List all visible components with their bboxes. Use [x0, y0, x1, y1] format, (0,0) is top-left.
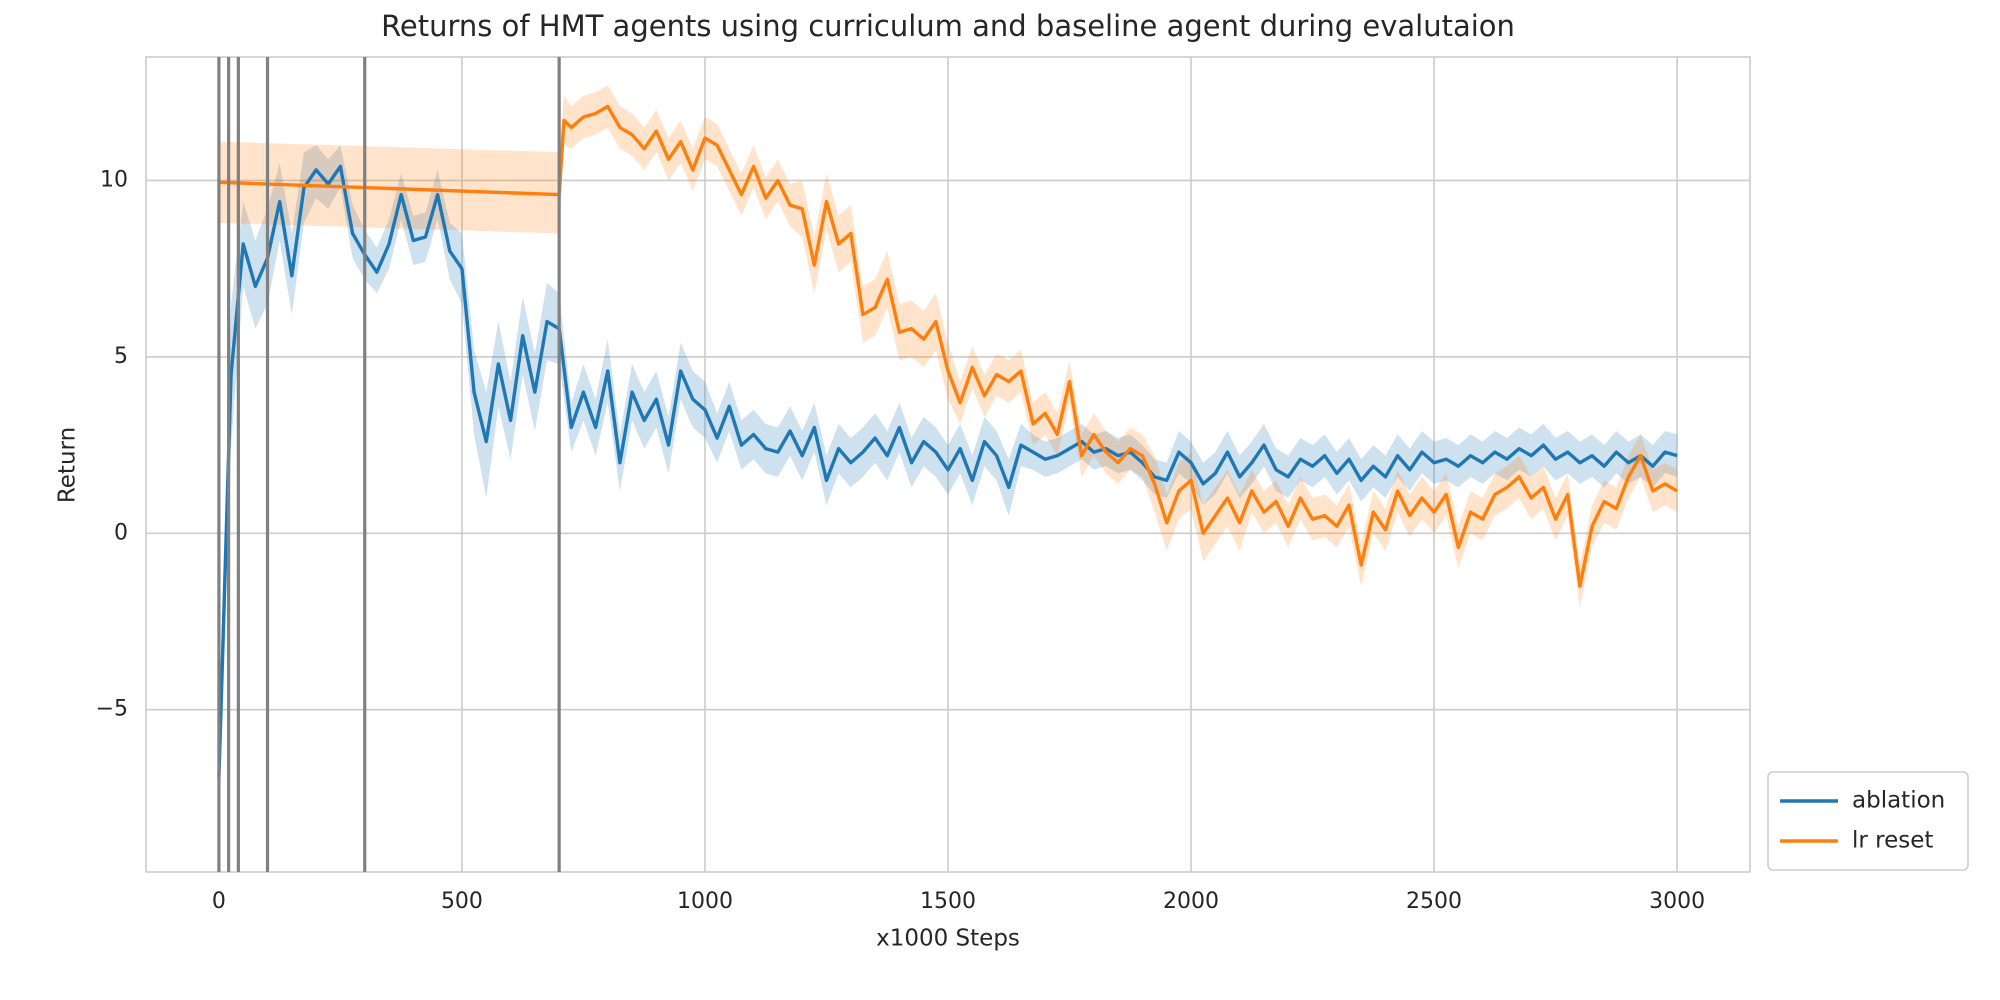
legend-frame	[1767, 771, 1969, 871]
legend: ablation lr reset	[1767, 771, 1969, 871]
x-tick-label: 3000	[1649, 889, 1705, 914]
y-axis-label: Return	[55, 427, 81, 503]
series-line	[218, 104, 1678, 588]
series-line	[217, 164, 1678, 777]
y-tick-label: 10	[100, 167, 128, 192]
y-tick-label: 5	[114, 344, 128, 369]
plot-area	[217, 57, 1678, 872]
chart-title: Returns of HMT agents using curriculum a…	[381, 9, 1515, 43]
plot-frame	[145, 56, 1751, 873]
x-tick-label: 0	[212, 889, 226, 914]
legend-label: lr reset	[1852, 828, 1933, 854]
legend-label: ablation	[1852, 788, 1945, 814]
x-tick-label: 500	[441, 889, 483, 914]
x-tick-label: 1500	[920, 889, 976, 914]
x-tick-label: 2500	[1406, 889, 1462, 914]
x-tick-label: 1000	[677, 889, 733, 914]
x-axis-label: x1000 Steps	[876, 926, 1020, 952]
y-tick-label: 0	[114, 520, 128, 545]
confidence-band	[218, 145, 1678, 834]
x-tick-label: 2000	[1163, 889, 1219, 914]
confidence-band	[218, 85, 1678, 608]
y-tick-label: −5	[96, 697, 128, 722]
